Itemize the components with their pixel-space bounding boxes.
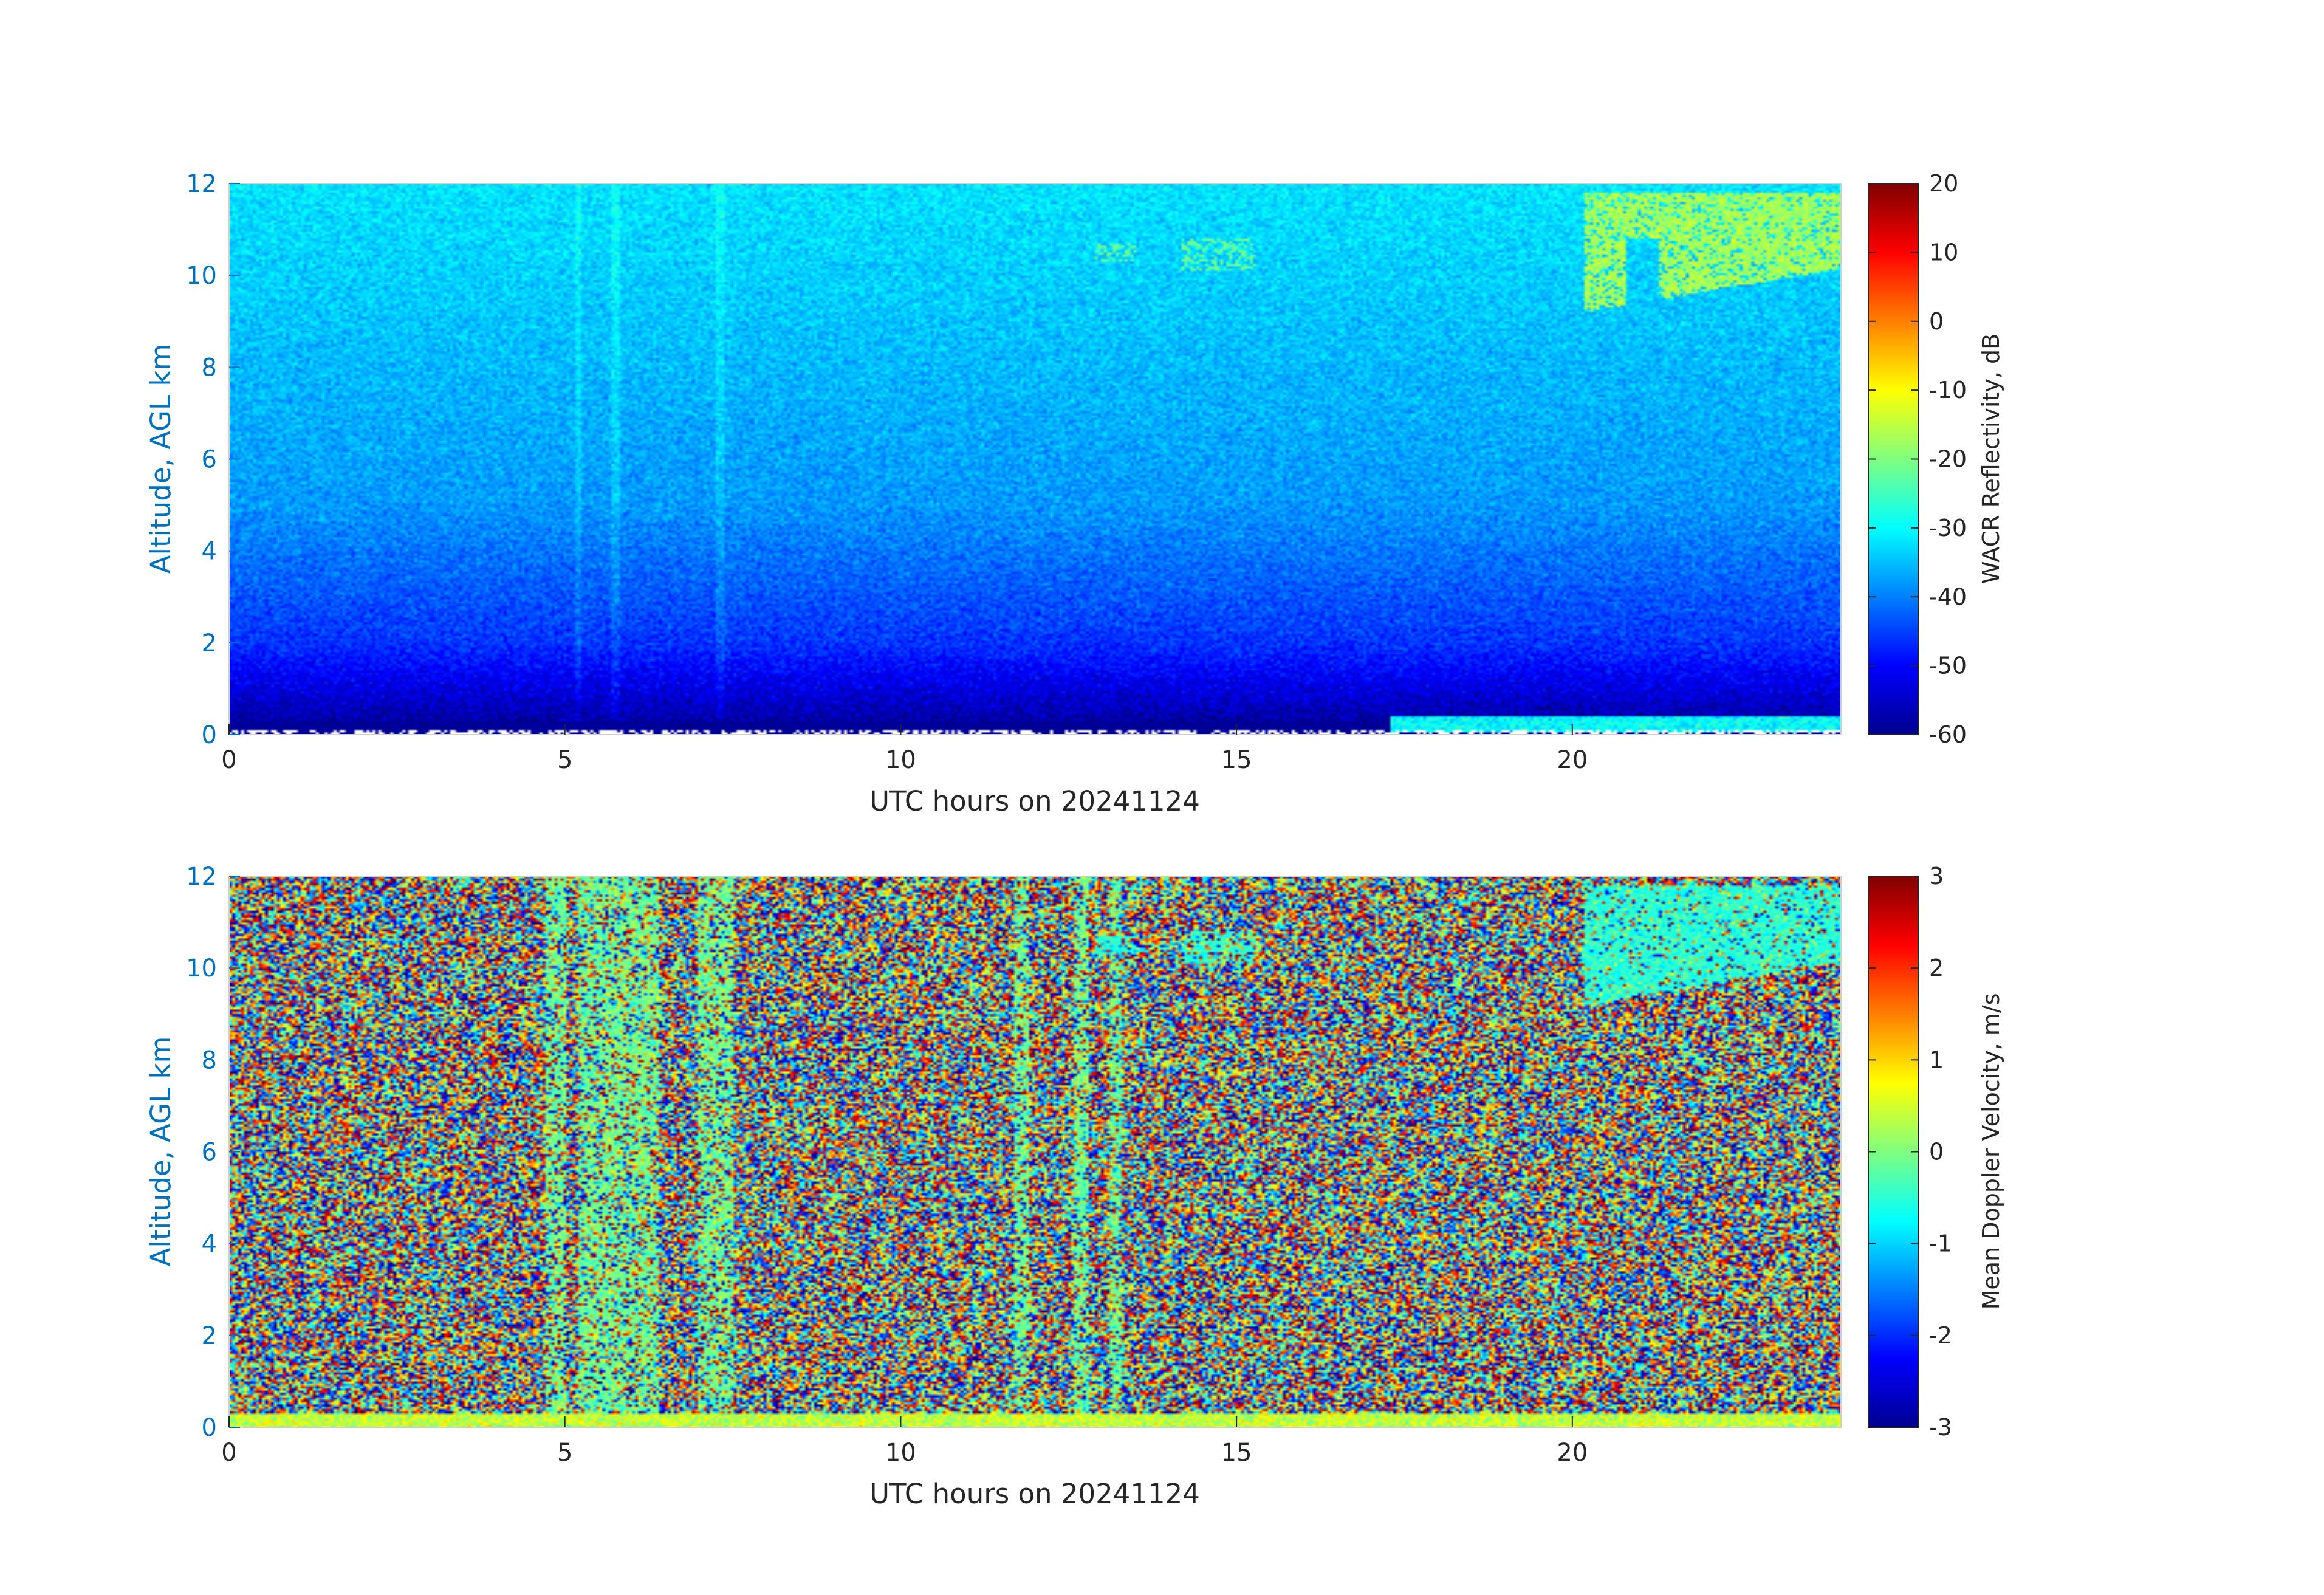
colorbar-tick-label: -3 <box>1929 1414 1952 1441</box>
velocity-colorbar-label: Mean Doppler Velocity, m/s <box>1978 993 2004 1310</box>
x-tick-label: 15 <box>1221 746 1252 774</box>
velocity-colorbar <box>1868 876 1918 1427</box>
velocity-panel: 0 5 10 15 20 024681012 UTC hours on 20241124… <box>145 863 2004 1510</box>
colorbar-tick-label: 20 <box>1929 170 1958 197</box>
x-tick-label: 5 <box>557 1439 572 1467</box>
colorbar-tick-label: 10 <box>1929 239 1958 266</box>
colorbar-tick-label: -2 <box>1929 1322 1952 1349</box>
x-tick-label: 15 <box>1221 1439 1252 1467</box>
reflectivity-colorbar <box>1868 184 1918 735</box>
reflectivity-heatmap <box>229 184 1841 735</box>
x-tick-label: 20 <box>1557 746 1588 774</box>
y-tick-label: 10 <box>186 262 217 290</box>
y-tick-label: 8 <box>202 354 217 382</box>
reflectivity-y-axis-label: Altitude, AGL km <box>145 344 177 574</box>
velocity-x-axis-label: UTC hours on 20241124 <box>869 1478 1200 1510</box>
y-tick-label: 0 <box>202 1414 217 1442</box>
reflectivity-panel: 0 5 10 15 20 0 2 4 6 8 10 12 UTC hours on 20241124… <box>145 170 2004 817</box>
x-tick-label: 0 <box>221 1439 236 1467</box>
colorbar-tick-label: 2 <box>1929 955 1944 981</box>
y-tick-label: 6 <box>202 446 217 474</box>
y-tick-label: 2 <box>202 1322 217 1350</box>
colorbar-tick-label: -20 <box>1929 446 1967 473</box>
colorbar-tick-label: -60 <box>1929 721 1967 748</box>
x-tick-label: 0 <box>221 746 236 774</box>
x-tick-label: 5 <box>557 746 572 774</box>
y-tick-label: 0 <box>202 721 217 749</box>
reflectivity-colorbar-label: WACR Reflectivity, dB <box>1978 334 2004 584</box>
y-tick-label: 2 <box>202 629 217 657</box>
colorbar-tick-label: -10 <box>1929 377 1967 403</box>
y-tick-label: 4 <box>202 1230 217 1258</box>
colorbar-tick-label: 3 <box>1929 863 1944 890</box>
y-tick-label: 4 <box>202 538 217 566</box>
velocity-y-axis-label: Altitude, AGL km <box>145 1037 177 1267</box>
colorbar-tick-label: 1 <box>1929 1046 1944 1073</box>
colorbar-tick-label: -30 <box>1929 515 1967 541</box>
x-tick-label: 10 <box>885 746 916 774</box>
colorbar-tick-label: -1 <box>1929 1230 1952 1257</box>
y-tick-label: 12 <box>186 863 217 891</box>
y-tick-label: 12 <box>186 170 217 198</box>
velocity-heatmap <box>229 876 1841 1427</box>
x-tick-label: 20 <box>1557 1439 1588 1467</box>
colorbar-tick-label: -50 <box>1929 653 1967 679</box>
y-tick-label: 10 <box>186 955 217 983</box>
reflectivity-x-axis-label: UTC hours on 20241124 <box>869 785 1200 817</box>
colorbar-tick-label: -40 <box>1929 583 1967 610</box>
x-tick-label: 10 <box>885 1439 916 1467</box>
y-tick-label: 6 <box>202 1139 217 1167</box>
colorbar-tick-label: 0 <box>1929 308 1944 335</box>
colorbar-tick-label: 0 <box>1929 1139 1944 1165</box>
y-tick-label: 8 <box>202 1046 217 1074</box>
